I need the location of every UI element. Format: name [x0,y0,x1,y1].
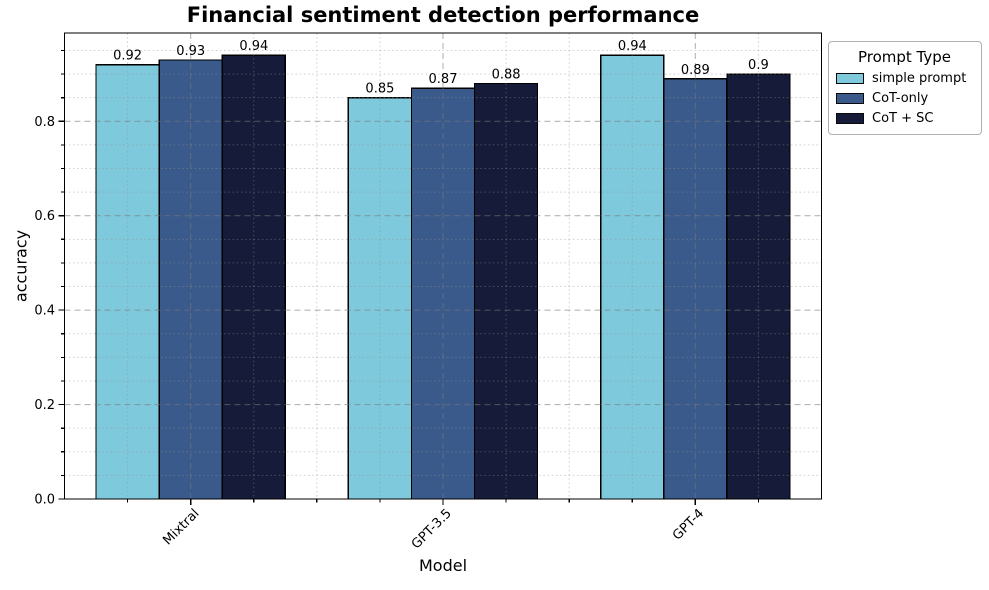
bar-value-label: 0.87 [429,72,458,87]
bars-group [95,54,791,500]
bar-value-label: 0.92 [113,49,142,64]
legend-item-label: CoT-only [872,91,929,106]
y-tick-label: 0.2 [34,398,55,413]
ticks-group [58,49,760,505]
legend-item-label: CoT + SC [872,111,934,126]
bar-value-label: 0.94 [618,39,647,54]
legend-swatch-simple-prompt [836,73,864,84]
legend-item-label: simple prompt [872,71,967,86]
x-tick-labels: Mixtral GPT-3.5 GPT-4 [160,506,707,552]
y-tick-label: 0.6 [34,209,55,224]
x-axis-label: Model [418,556,468,575]
x-tick-label-mixtral: Mixtral [160,506,202,548]
legend-swatch-cot-only [836,93,864,104]
bar-mixtral-cot-sc [221,54,286,500]
legend-title: Prompt Type [857,48,952,66]
bar-value-labels: 0.92 0.85 0.94 0.93 0.87 0.89 0.94 0.88 0.9 [113,39,769,96]
legend-swatch-cot-sc [836,113,864,124]
chart-title: Financial sentiment detection performanc… [186,3,700,27]
y-tick-label: 0.4 [34,304,55,319]
legend-item: simple prompt [836,71,973,86]
x-tick-label-gpt-3-5: GPT-3.5 [409,506,455,552]
gridlines-group [64,33,822,499]
legend-item: CoT-only [836,91,973,106]
legend-item: CoT + SC [836,111,973,126]
bar-gpt-4-simple-prompt [600,54,665,500]
bar-value-label: 0.88 [492,68,521,83]
bar-value-label: 0.9 [748,58,769,73]
bar-gpt-4-cot-sc [726,73,791,500]
bar-value-label: 0.93 [176,44,205,59]
bar-value-label: 0.85 [365,82,394,97]
y-tick-label: 0.0 [34,493,55,508]
y-tick-label: 0.8 [34,115,55,130]
bar-value-label: 0.94 [239,39,268,54]
y-tick-labels: 0.0 0.2 0.4 0.6 0.8 [34,115,55,508]
y-axis-label: accuracy [11,229,31,303]
bar-value-label: 0.89 [681,63,710,78]
bar-gpt-3-5-cot-sc [473,82,539,500]
x-tick-label-gpt-4: GPT-4 [670,506,707,543]
bar-gpt-3-5-simple-prompt [347,97,413,500]
bar-mixtral-simple-prompt [95,63,160,500]
legend: Prompt Type simple prompt CoT-only CoT +… [828,41,982,135]
